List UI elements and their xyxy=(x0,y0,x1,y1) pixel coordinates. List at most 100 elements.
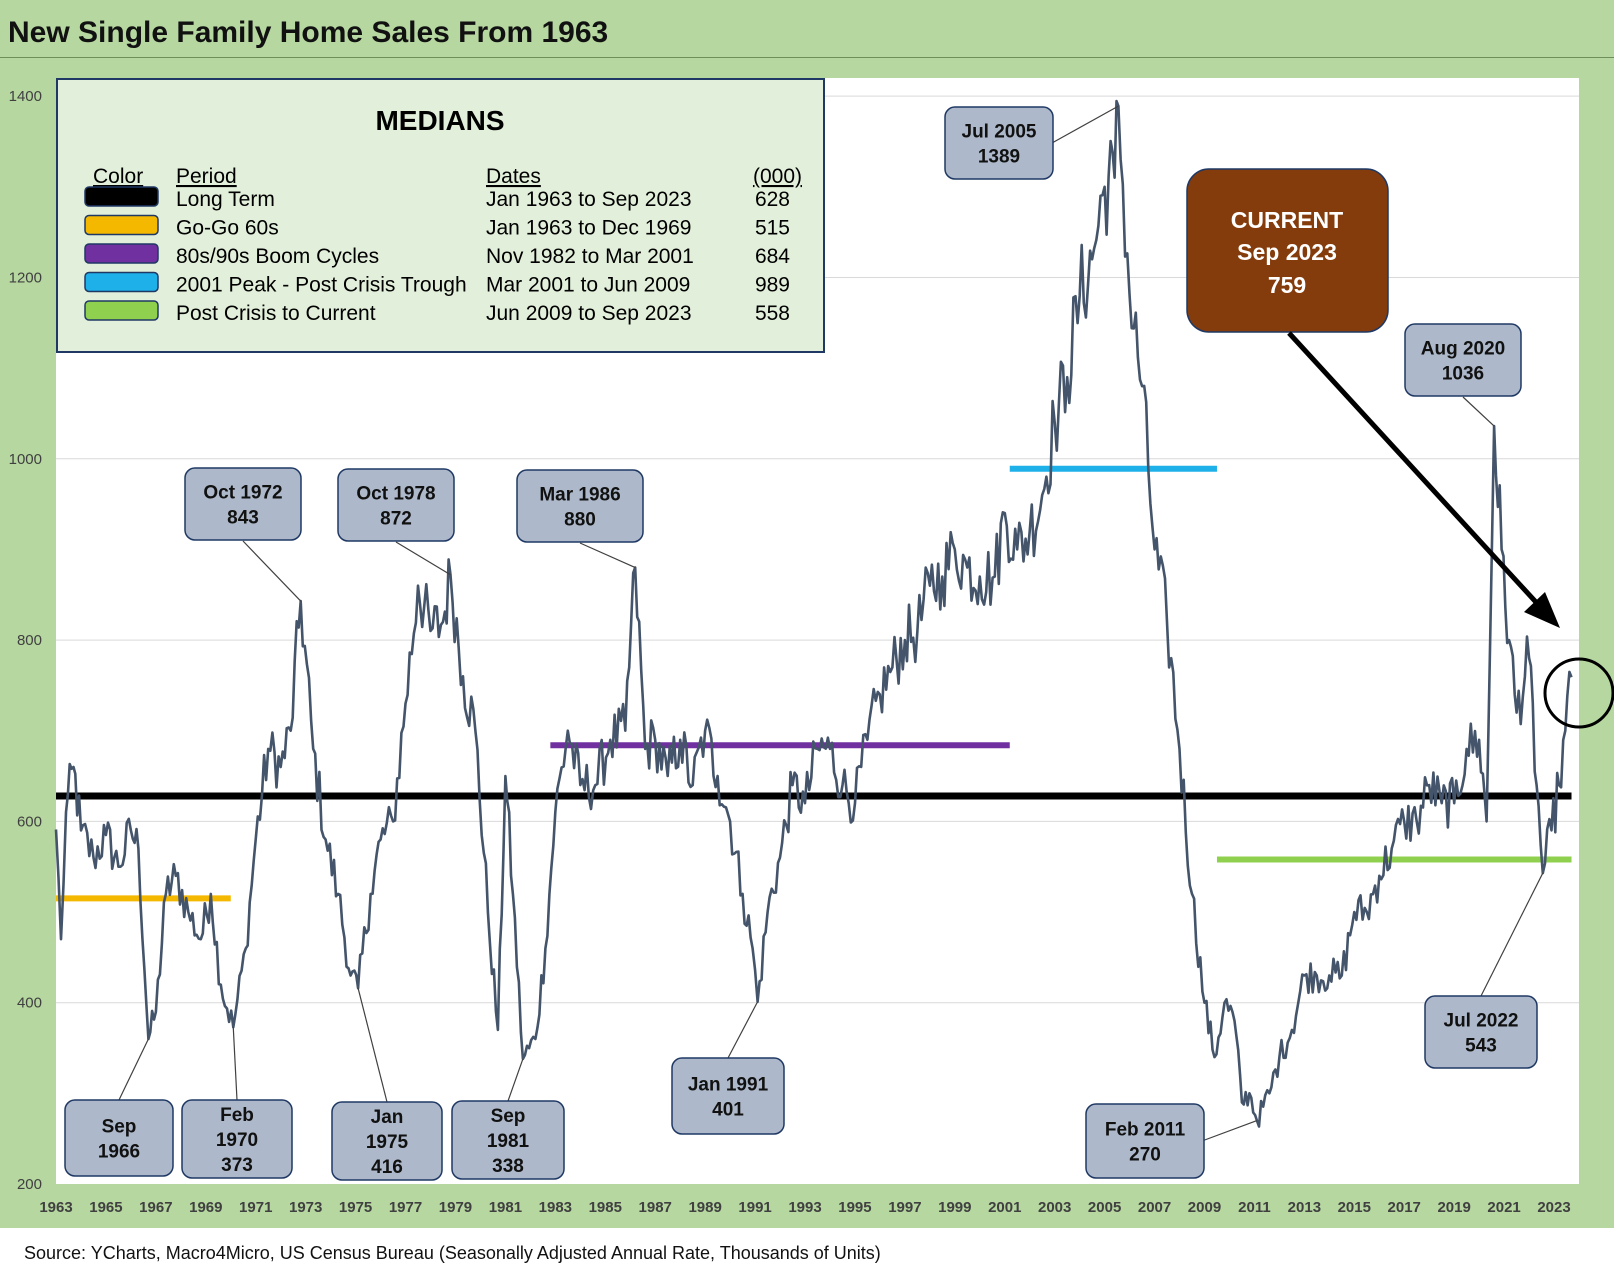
callout-text: 543 xyxy=(1465,1036,1497,1057)
legend-period: 80s/90s Boom Cycles xyxy=(176,245,379,268)
callout-leader xyxy=(118,1038,149,1101)
x-tick-label: 1985 xyxy=(589,1199,622,1216)
callout-text: 373 xyxy=(221,1155,253,1176)
x-tick-label: 1999 xyxy=(938,1199,971,1216)
callout-text: 880 xyxy=(564,510,596,531)
y-tick-label: 1000 xyxy=(9,451,42,468)
callout-leader xyxy=(579,542,636,569)
callout-box xyxy=(1424,995,1538,1069)
callout-text: 1966 xyxy=(98,1142,140,1163)
legend-swatch xyxy=(84,214,159,236)
x-tick-label: 1963 xyxy=(39,1199,72,1216)
x-tick-label: 1977 xyxy=(389,1199,422,1216)
y-tick-label: 200 xyxy=(17,1176,42,1193)
x-tick-label: 1981 xyxy=(489,1199,522,1216)
y-tick-label: 600 xyxy=(17,813,42,830)
current-label: CURRENT xyxy=(1231,207,1343,233)
legend-swatch xyxy=(84,186,159,207)
callout-text: 401 xyxy=(712,1100,744,1121)
callout-box xyxy=(451,1100,565,1180)
x-tick-label: 1987 xyxy=(639,1199,672,1216)
callout-leader xyxy=(395,541,451,576)
legend-swatch xyxy=(84,271,159,293)
source-note: Source: YCharts, Macro4Micro, US Census … xyxy=(24,1243,881,1263)
x-tick-label: 1971 xyxy=(239,1199,272,1216)
y-tick-label: 1200 xyxy=(9,269,42,286)
callout-leader xyxy=(1462,396,1495,427)
x-tick-label: 2019 xyxy=(1437,1199,1470,1216)
x-tick-label: 2005 xyxy=(1088,1199,1121,1216)
current-arrow-head xyxy=(1524,592,1560,628)
median-lines xyxy=(56,465,1572,902)
x-tick-label: 1965 xyxy=(89,1199,122,1216)
legend-heading: MEDIANS xyxy=(375,105,504,136)
current-arrow xyxy=(1287,331,1547,614)
legend-dates: Mar 2001 to Jun 2009 xyxy=(486,274,690,297)
legend-rows: Long Term Jan 1963 to Sep 2023 628 Go-Go 60… xyxy=(84,186,790,325)
current-circle xyxy=(1543,657,1614,729)
x-tick-label: 1967 xyxy=(139,1199,172,1216)
callout-box xyxy=(671,1057,785,1135)
callout-text: Mar 1986 xyxy=(539,485,620,506)
callout-text: 416 xyxy=(371,1157,403,1178)
x-tick-label: 1997 xyxy=(888,1199,921,1216)
callout-text: 1389 xyxy=(978,147,1020,168)
x-axis-labels: 1963 1965 1967 1969 1971 1973 1975 1977 1979 1981… xyxy=(39,1199,1570,1216)
x-tick-label: 2013 xyxy=(1288,1199,1321,1216)
callout-text: Oct 1972 xyxy=(203,483,282,504)
x-tick-label: 2003 xyxy=(1038,1199,1071,1216)
callout-text: Jan xyxy=(371,1107,404,1128)
legend-swatch xyxy=(84,243,159,264)
callout-box xyxy=(1404,323,1522,397)
legend-frame xyxy=(56,78,825,353)
callout-box xyxy=(337,468,455,542)
legend-value: 684 xyxy=(755,245,790,268)
legend-col-dates: Dates xyxy=(486,165,541,188)
series-line xyxy=(54,99,1573,1128)
legend-value: 515 xyxy=(755,217,790,240)
y-axis-labels: 200 400 600 800 1000 1200 1400 xyxy=(9,88,42,1193)
x-tick-label: 1989 xyxy=(688,1199,721,1216)
callout-text: 338 xyxy=(492,1156,524,1177)
callout-text: 1975 xyxy=(366,1132,409,1153)
callout-leader xyxy=(727,1001,759,1059)
legend-dates: Jan 1963 to Dec 1969 xyxy=(486,217,692,240)
callout-text: Oct 1978 xyxy=(356,484,435,505)
chart-title: New Single Family Home Sales From 1963 xyxy=(8,16,609,49)
title-bar: New Single Family Home Sales From 1963 xyxy=(0,0,1614,58)
callout-text: Jul 2005 xyxy=(962,122,1037,143)
x-tick-label: 2009 xyxy=(1188,1199,1221,1216)
callout-leader xyxy=(242,540,302,602)
callout-box xyxy=(181,1099,293,1179)
current-date: Sep 2023 xyxy=(1237,239,1337,265)
legend: MEDIANS Color Period Dates (000) Long Te… xyxy=(56,78,825,353)
callout-text: 843 xyxy=(227,508,259,529)
legend-dates: Nov 1982 to Mar 2001 xyxy=(486,245,694,268)
callout-box xyxy=(1085,1103,1205,1179)
current-box xyxy=(1186,168,1389,333)
callout-box xyxy=(184,467,302,541)
x-tick-label: 2001 xyxy=(988,1199,1021,1216)
callout-text: 270 xyxy=(1129,1145,1161,1166)
x-tick-label: 2017 xyxy=(1388,1199,1421,1216)
callout-leader xyxy=(1480,872,1544,997)
callout-leader xyxy=(1201,1119,1258,1142)
legend-col-color: Color xyxy=(93,165,143,188)
legend-value: 989 xyxy=(755,274,790,297)
legend-value: 628 xyxy=(755,188,790,211)
callout-text: Sep xyxy=(102,1117,137,1138)
x-tick-label: 1983 xyxy=(539,1199,572,1216)
callout-boxes: Oct 1972 843 Oct 1978 872 Mar 1986 880 Jul 200… xyxy=(64,106,1538,1181)
legend-col-value: (000) xyxy=(753,165,802,188)
x-tick-label: 1991 xyxy=(738,1199,771,1216)
legend-dates: Jan 1963 to Sep 2023 xyxy=(486,188,692,211)
callout-text: Sep xyxy=(491,1106,526,1127)
callout-text: Jan 1991 xyxy=(688,1075,769,1096)
x-tick-label: 2007 xyxy=(1138,1199,1171,1216)
callout-text: 1036 xyxy=(1442,364,1484,385)
x-tick-label: 1969 xyxy=(189,1199,222,1216)
callout-box xyxy=(331,1101,443,1181)
callout-text: Feb 2011 xyxy=(1105,1120,1186,1141)
x-tick-label: 1979 xyxy=(439,1199,472,1216)
